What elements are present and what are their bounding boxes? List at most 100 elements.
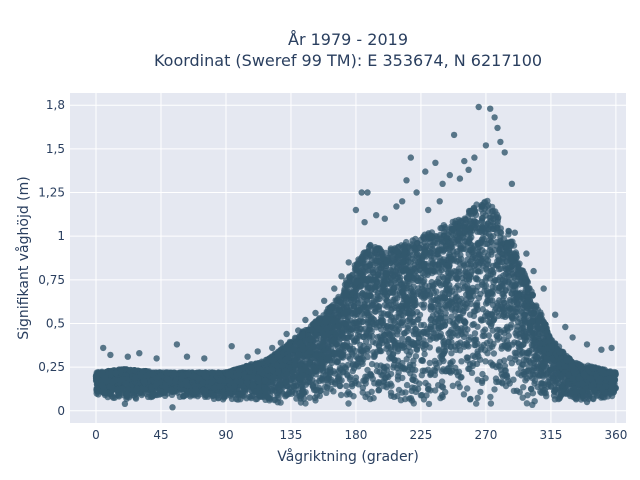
data-point [494, 336, 501, 343]
data-point [551, 388, 558, 395]
data-point [375, 303, 382, 311]
data-point [353, 335, 360, 342]
data-point [494, 326, 501, 333]
data-point [491, 386, 498, 393]
data-point [363, 329, 370, 336]
data-point [487, 393, 494, 401]
data-point [395, 386, 403, 394]
data-point [471, 330, 479, 337]
data-point [493, 378, 500, 386]
data-point [472, 211, 480, 218]
data-point [496, 297, 503, 304]
data-point [432, 387, 439, 394]
data-point [458, 358, 465, 365]
data-point [481, 249, 488, 256]
data-point [420, 304, 427, 311]
data-point [486, 344, 493, 352]
data-point [474, 348, 481, 355]
data-point [440, 339, 447, 346]
data-point [437, 353, 444, 360]
data-point [359, 384, 367, 392]
data-point [497, 265, 504, 272]
data-point [488, 251, 495, 258]
data-point [469, 360, 477, 367]
data-point [428, 257, 435, 264]
data-point [364, 391, 371, 398]
data-point [433, 288, 440, 295]
data-point [343, 382, 350, 390]
data-point [584, 362, 592, 369]
data-point [482, 358, 489, 365]
data-point [491, 246, 498, 254]
chart-title: År 1979 - 2019 [288, 30, 408, 49]
data-point [405, 351, 413, 359]
data-point [402, 389, 409, 396]
data-point [540, 322, 548, 329]
data-point [453, 268, 460, 275]
data-point [384, 297, 391, 305]
data-point [391, 339, 398, 346]
data-point [452, 294, 460, 302]
data-point [534, 324, 542, 331]
data-point [431, 357, 438, 365]
data-point [399, 335, 406, 342]
data-point [428, 298, 435, 305]
data-point [467, 300, 475, 308]
data-point [311, 394, 319, 401]
data-point [367, 241, 374, 249]
data-point [368, 360, 376, 368]
data-point [412, 377, 419, 385]
data-point [375, 386, 383, 394]
data-point [387, 389, 395, 396]
data-point [234, 391, 241, 398]
data-point [387, 245, 395, 252]
data-point [439, 290, 446, 297]
data-point [336, 382, 344, 389]
data-point [403, 381, 411, 389]
data-point [506, 355, 514, 362]
data-point [337, 391, 345, 399]
data-point [410, 400, 417, 407]
data-point [427, 303, 434, 311]
data-point [524, 392, 531, 399]
data-point [421, 350, 428, 358]
data-point [456, 286, 463, 293]
data-point [474, 376, 481, 383]
data-point [504, 269, 512, 276]
data-point [474, 394, 481, 401]
data-point [479, 235, 486, 242]
data-point [407, 370, 414, 377]
data-point [449, 382, 456, 389]
data-point [369, 338, 377, 346]
data-point [437, 394, 444, 402]
data-point [516, 389, 523, 396]
data-point [485, 230, 493, 238]
data-point [439, 384, 447, 391]
data-point [327, 385, 334, 392]
data-point [510, 376, 517, 383]
data-point [478, 317, 485, 324]
data-point [411, 295, 418, 303]
data-point [448, 343, 455, 350]
data-point [288, 376, 295, 383]
data-point [409, 290, 416, 298]
data-point [373, 367, 381, 375]
data-point [437, 282, 445, 289]
data-point [399, 342, 407, 349]
data-point [472, 308, 479, 315]
data-point [412, 366, 419, 374]
data-point [448, 313, 455, 320]
data-point [435, 346, 443, 353]
data-point [345, 400, 352, 407]
data-point [323, 389, 330, 396]
data-point [418, 391, 426, 399]
data-point [475, 251, 483, 258]
data-point [507, 312, 515, 319]
data-point [388, 382, 395, 389]
data-point [457, 242, 464, 250]
data-points [92, 103, 619, 411]
data-point [394, 348, 401, 355]
data-point [462, 268, 469, 275]
data-point [390, 361, 398, 369]
